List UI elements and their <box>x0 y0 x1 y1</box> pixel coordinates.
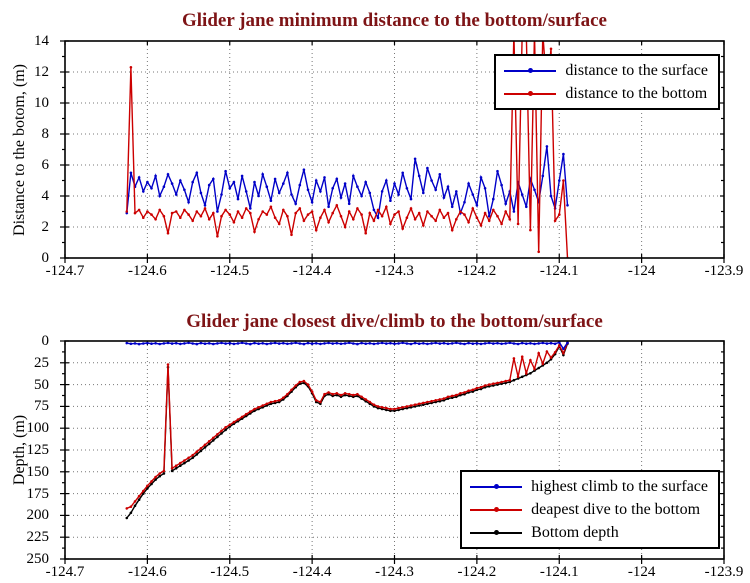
top-chart-legend: distance to the surface distance to the … <box>494 54 720 110</box>
y-tick-label: 200 <box>26 507 50 524</box>
bottom-chart-title: Glider jane closest dive/climb to the bo… <box>186 311 603 332</box>
axes-frame <box>64 40 725 259</box>
x-tick-label: -124.5 <box>210 564 250 580</box>
top-chart-canvas <box>60 40 725 263</box>
x-tick-label: -124.3 <box>375 263 414 279</box>
y-tick-label: 75 <box>34 398 49 415</box>
y-tick-label: 10 <box>34 95 49 111</box>
y-tick-label: 250 <box>26 551 50 567</box>
y-tick-label: 175 <box>26 485 50 502</box>
deapest-dive-to-the-bottom-line <box>125 341 569 510</box>
bottom-line-swatch-icon <box>504 89 557 99</box>
y-tick-label: 8 <box>41 126 50 142</box>
y-tick-label: 2 <box>41 219 50 235</box>
tick-marks <box>60 40 725 263</box>
distance-to-the-surface-line <box>125 145 569 220</box>
x-tick-label: -124.7 <box>45 263 85 279</box>
climb-line-swatch-icon <box>470 482 523 492</box>
x-tick-label: -124.3 <box>375 564 414 580</box>
x-tick-label: -124 <box>627 564 656 580</box>
y-tick-label: 150 <box>26 463 50 480</box>
top-chart-x-tick-labels: -124.7 -124.6 -124.5 -124.4 -124.3 -124.2 -124… <box>46 262 744 282</box>
x-tick-label: -124.7 <box>45 564 85 580</box>
dive-line-swatch-icon <box>470 505 523 515</box>
legend-label-distance-to-surface: distance to the surface <box>565 62 708 79</box>
x-tick-label: -124.4 <box>292 564 332 580</box>
x-tick-label: -123.9 <box>704 263 744 279</box>
legend-entry-highest-climb: highest climb to the surface <box>470 476 708 497</box>
bottom-chart-x-tick-labels: -124.7 -124.6 -124.5 -124.4 -124.3 -124.2 -124… <box>46 563 744 583</box>
x-tick-label: -123.9 <box>704 564 744 580</box>
x-tick-label: -124.6 <box>128 263 167 279</box>
y-tick-label: 6 <box>41 157 50 173</box>
grid-lines <box>65 341 724 559</box>
x-tick-label: -124.1 <box>539 564 579 580</box>
bottom-chart-canvas <box>60 340 725 564</box>
y-tick-label: 225 <box>26 529 50 546</box>
legend-label-deapest-dive: deapest dive to the bottom <box>531 501 701 518</box>
top-chart-y-tick-labels: 0 2 4 6 8 10 12 14 <box>0 33 57 266</box>
y-tick-label: 100 <box>26 420 50 437</box>
bottom-chart-plot-area: highest climb to the surface deapest div… <box>60 340 725 564</box>
bottom-chart-legend: highest climb to the surface deapest div… <box>460 470 720 549</box>
legend-entry-deapest-dive: deapest dive to the bottom <box>470 499 708 520</box>
x-tick-label: -124.1 <box>539 263 579 279</box>
legend-entry-bottom-depth: Bottom depth <box>470 522 708 543</box>
y-tick-label: 12 <box>34 64 49 80</box>
x-tick-label: -124 <box>627 263 656 279</box>
legend-label-bottom-depth: Bottom depth <box>531 524 619 541</box>
x-tick-label: -124.2 <box>457 263 497 279</box>
surface-line-swatch-icon <box>504 66 557 76</box>
x-tick-label: -124.4 <box>292 263 332 279</box>
y-tick-label: 125 <box>26 442 50 458</box>
legend-entry-distance-to-bottom: distance to the bottom <box>504 83 708 104</box>
top-chart-title: Glider jane minimum distance to the bott… <box>182 10 607 31</box>
y-tick-label: 4 <box>41 188 50 204</box>
tick-marks <box>60 340 725 564</box>
x-tick-label: -124.2 <box>457 564 497 580</box>
legend-label-highest-climb: highest climb to the surface <box>531 478 708 495</box>
bottom-chart-y-axis-label: Depth, (m) <box>11 414 28 486</box>
top-chart-y-axis-label: Distance to the botom, (m) <box>11 64 28 236</box>
bottom-depth-line-swatch-icon <box>470 528 523 538</box>
axes-frame <box>64 340 725 560</box>
top-chart-plot-area: distance to the surface distance to the … <box>60 40 725 263</box>
highest-climb-to-the-surface-line <box>125 341 569 351</box>
bottom-chart-y-tick-labels: 0 25 50 75 100 125 150 175 200 225 250 <box>0 333 57 567</box>
distance-to-the-bottom-line <box>125 41 569 258</box>
x-tick-label: -124.5 <box>210 263 250 279</box>
y-tick-label: 0 <box>41 250 50 266</box>
y-tick-label: 25 <box>34 354 49 371</box>
grid-lines <box>65 41 724 258</box>
y-tick-label: 0 <box>41 333 50 349</box>
bottom-depth-line <box>125 342 569 520</box>
legend-entry-distance-to-surface: distance to the surface <box>504 60 708 81</box>
legend-label-distance-to-bottom: distance to the bottom <box>565 85 708 102</box>
x-tick-label: -124.6 <box>128 564 167 580</box>
y-tick-label: 14 <box>34 33 49 49</box>
y-tick-label: 50 <box>34 376 49 393</box>
